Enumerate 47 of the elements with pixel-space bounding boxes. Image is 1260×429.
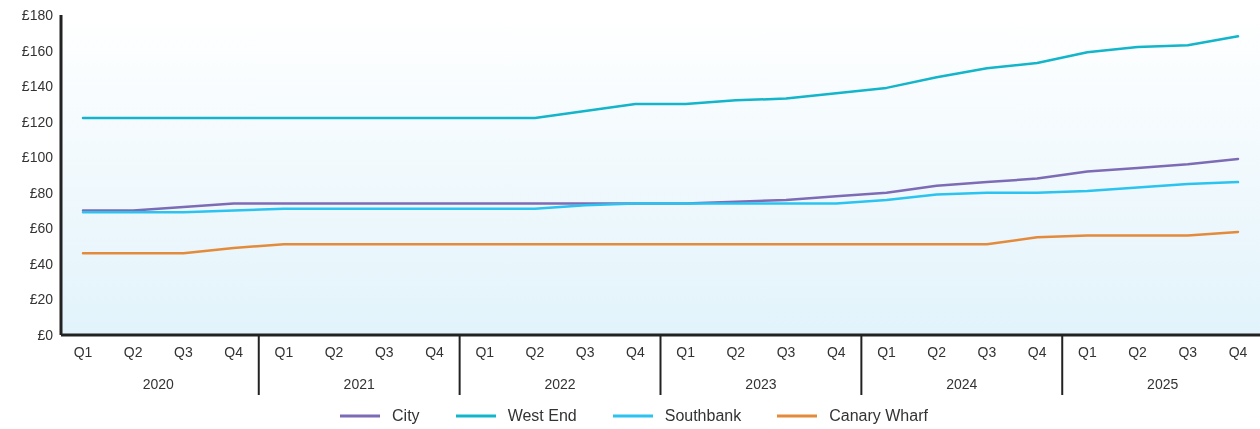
text: 2024 — [946, 376, 978, 392]
x-tick-label: Q1 — [1078, 344, 1097, 360]
x-tick-label: Q1 — [274, 344, 294, 360]
y-tick-label: £0 — [37, 326, 54, 343]
line-series — [81, 230, 1240, 255]
y-tick-label: £120 — [21, 113, 54, 130]
x-tick-label: Q3 — [776, 344, 796, 360]
x-tick-label: Q4 — [1228, 344, 1248, 360]
x-tick-label: Q4 — [224, 344, 244, 360]
legend-label: City — [392, 407, 420, 425]
text: 2025 — [1147, 376, 1179, 392]
x-tick-label: Q4 — [826, 344, 846, 360]
x-tick-label: Q1 — [475, 344, 495, 360]
x-tick-label: Q3 — [977, 344, 997, 360]
x-tick-label: Q1 — [676, 344, 696, 360]
x-tick-label: Q3 — [174, 344, 193, 360]
x-tick-label: Q1 — [73, 344, 93, 360]
x-tick-label: Q4 — [425, 344, 445, 360]
y-tick-label: £140 — [21, 78, 54, 95]
y-tick-label: £40 — [29, 255, 54, 272]
x-tick-label: Q2 — [1128, 344, 1148, 360]
legend-label: Canary Wharf — [829, 407, 928, 425]
x-tick-label: Q3 — [1178, 344, 1198, 360]
x-tick-label: Q4 — [626, 344, 645, 360]
x-tick-label: Q4 — [1027, 344, 1047, 360]
text: 2020 — [142, 376, 175, 392]
line-series — [81, 180, 1240, 214]
x-tick-label: Q2 — [525, 344, 545, 360]
y-tick-label: £180 — [21, 6, 54, 23]
legend-label: Southbank — [664, 407, 742, 425]
y-tick-label: £80 — [29, 184, 54, 201]
legend-label: West End — [507, 407, 577, 425]
x-tick-label: Q2 — [324, 344, 344, 360]
y-tick-label: £60 — [29, 220, 54, 237]
x-tick-label: Q1 — [877, 344, 897, 360]
text: 2023 — [745, 376, 777, 392]
x-tick-label: Q3 — [575, 344, 595, 360]
text: 2021 — [343, 376, 375, 392]
x-tick-label: Q3 — [374, 344, 394, 360]
y-tick-label: £20 — [29, 291, 54, 308]
x-tick-label: Q2 — [726, 344, 746, 360]
x-tick-label: Q2 — [123, 344, 143, 360]
y-tick-label: £100 — [21, 149, 54, 166]
line-series — [81, 35, 1240, 120]
y-tick-label: £160 — [21, 42, 54, 59]
x-tick-label: Q2 — [927, 344, 947, 360]
text: 2022 — [544, 376, 576, 392]
